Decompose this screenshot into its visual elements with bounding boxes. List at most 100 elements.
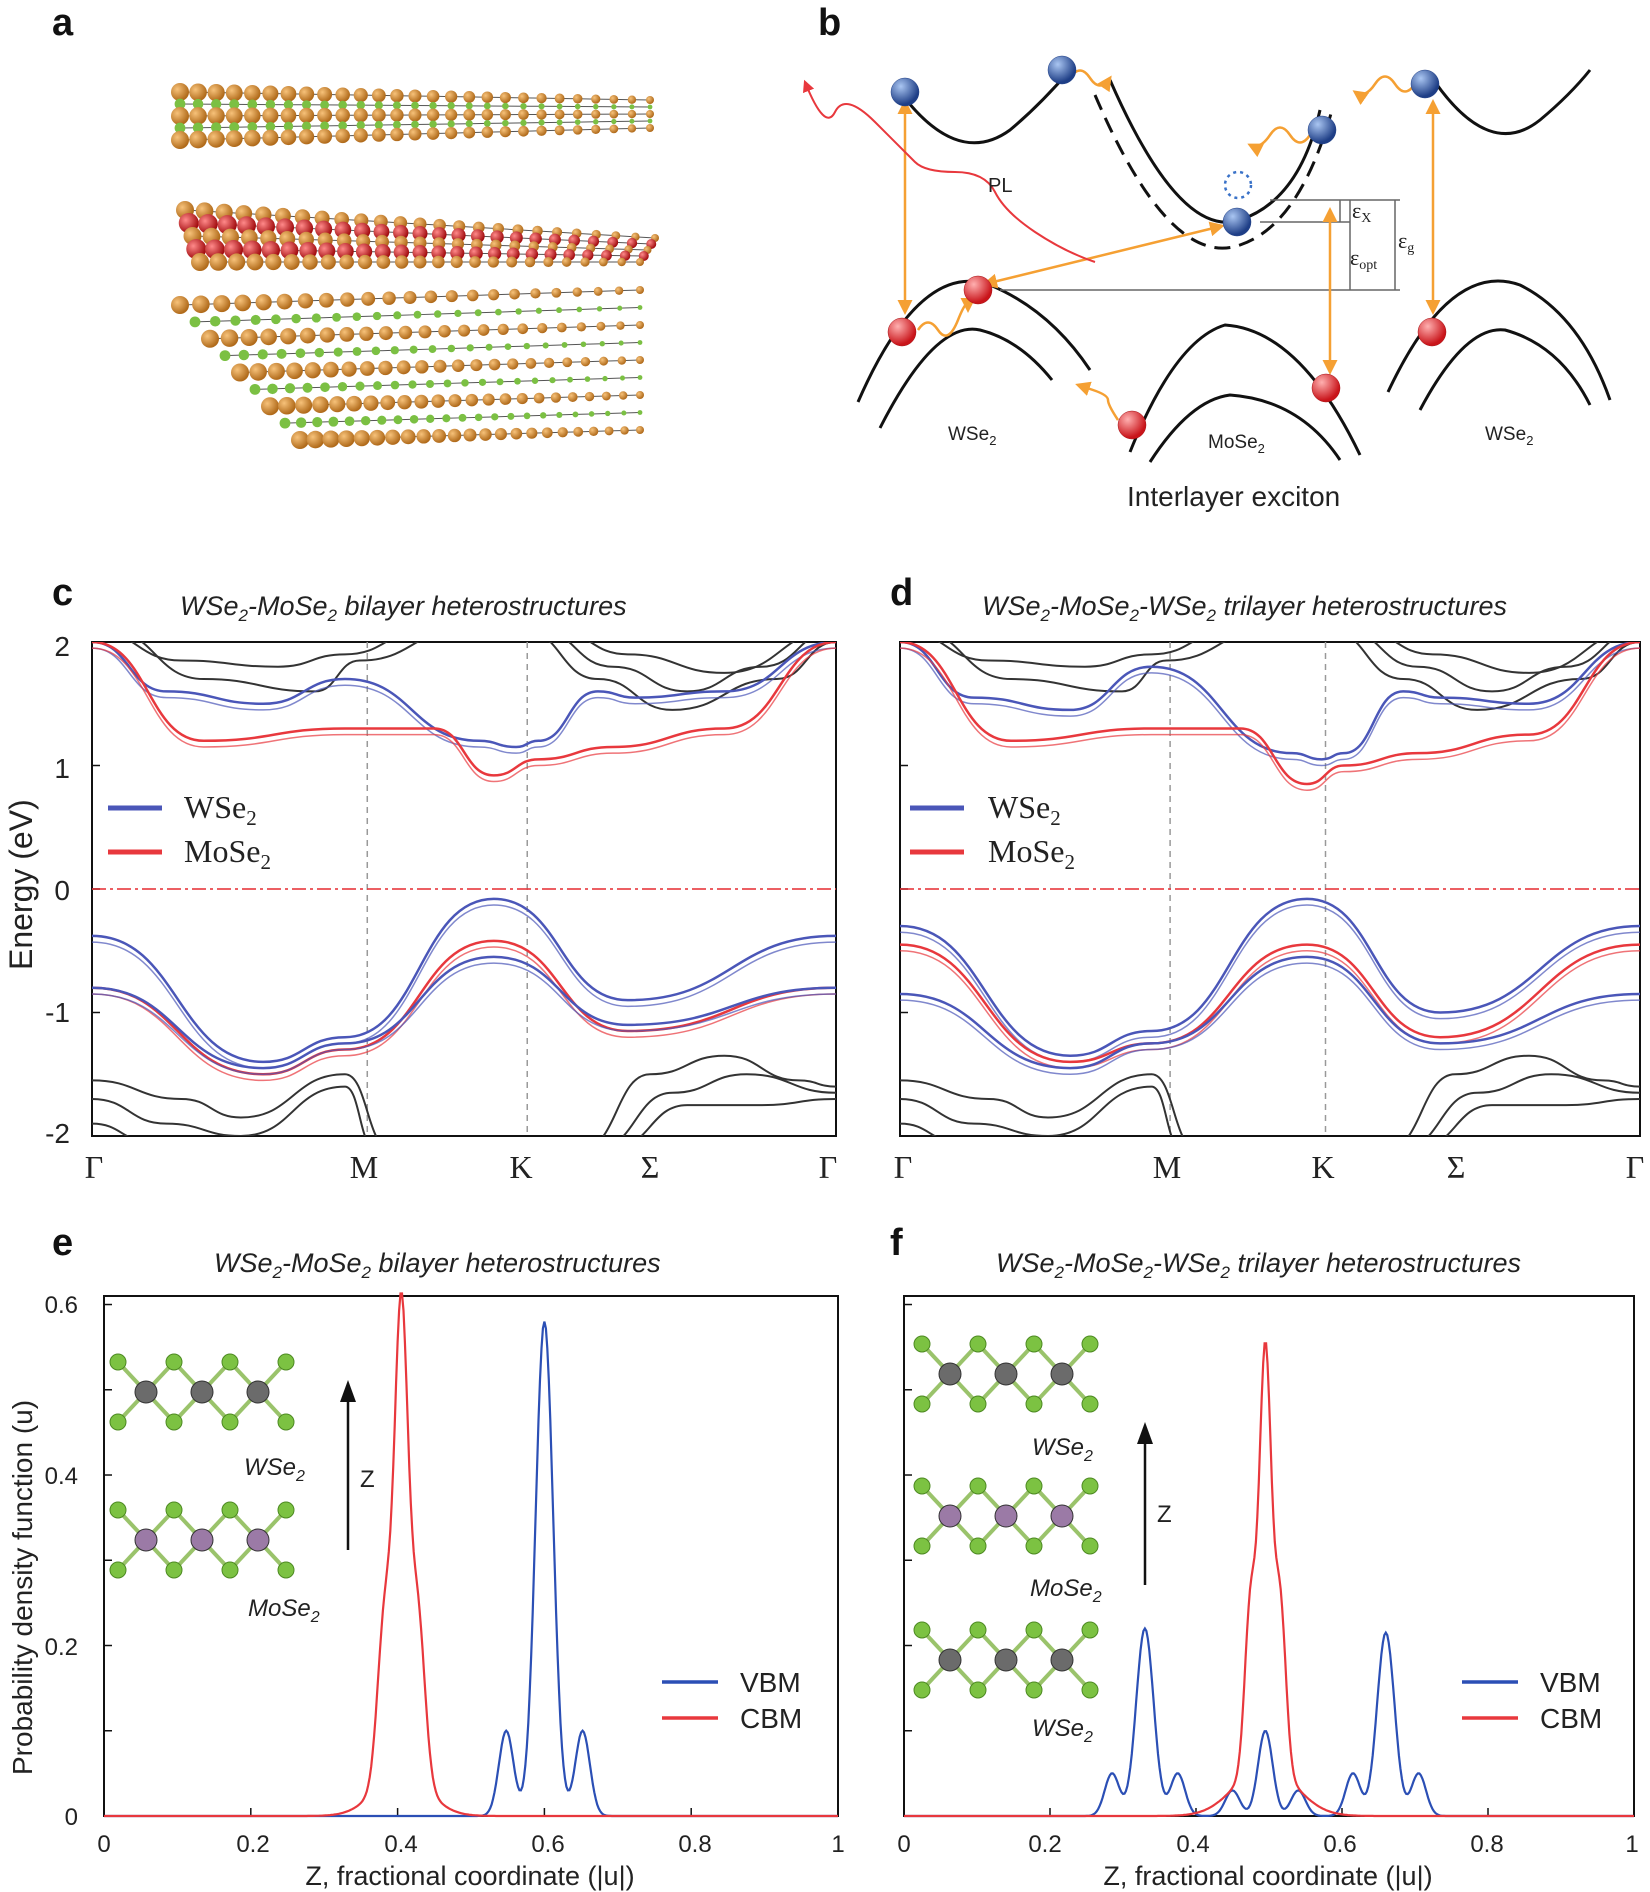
band-wse2-vb1: [900, 897, 1640, 1057]
wse2-right-vb2: [1418, 328, 1592, 411]
ytick-c-m1: -1: [45, 997, 70, 1028]
mose2-label: MoSe: [1208, 432, 1258, 453]
xtick-e-02: 0.2: [236, 1831, 269, 1858]
xtick-e-0: 0: [97, 1831, 110, 1858]
xtick-d-gamma2: Γ: [1626, 1149, 1645, 1185]
wse2-left-vb2: [878, 327, 1054, 429]
svg-text:εX: εX: [1352, 198, 1371, 226]
interlayer-exciton-caption: Interlayer exciton: [1127, 481, 1340, 512]
density-vbm: [104, 1321, 838, 1818]
ytick-e-0: 0: [65, 1804, 78, 1831]
ytick-e-02: 0.2: [45, 1634, 78, 1661]
wse2-left-label: WSe: [948, 424, 989, 445]
band-mose2-vb: [900, 943, 1640, 1064]
svg-text:WSe2: WSe2: [948, 424, 996, 448]
legend-e-vbm-label: VBM: [740, 1667, 801, 1698]
inset-f-label-mose2: MoSe2: [1030, 1575, 1102, 1606]
panel-d-title: WSe2-MoSe2-WSe2 trilayer heterostructure…: [982, 591, 1507, 625]
panel-letter-c: c: [52, 572, 74, 614]
legend-c-mose2-label: MoSe2: [184, 833, 271, 874]
xtick-f-1: 1: [1625, 1831, 1638, 1858]
svg-text:εg: εg: [1398, 228, 1414, 256]
xtick-d-m: M: [1153, 1149, 1181, 1185]
svg-text:WSe2: WSe2: [1485, 424, 1533, 448]
inset-f-label-wse2-bottom: WSe2: [1032, 1715, 1093, 1746]
xtick-e-06: 0.6: [531, 1831, 564, 1858]
ytick-c-2: 2: [54, 631, 70, 662]
legend-f-vbm-label: VBM: [1540, 1667, 1601, 1698]
legend-d-wse2-label: WSe2: [988, 789, 1061, 830]
xtick-f-02: 0.2: [1028, 1831, 1061, 1858]
xtick-e-08: 0.8: [678, 1831, 711, 1858]
xtick-e-1: 1: [831, 1831, 844, 1858]
ytick-c-m2: -2: [45, 1118, 70, 1149]
band-wse2-cb: [92, 642, 836, 749]
inset-f-z-label: Z: [1157, 1501, 1172, 1528]
density-cbm: [904, 1342, 1634, 1818]
xtick-e-04: 0.4: [384, 1831, 417, 1858]
panel-f-title: WSe2-MoSe2-WSe2 trilayer heterostructure…: [996, 1248, 1521, 1282]
panel-f-xlabel: Z, fractional coordinate (|u|): [1103, 1861, 1432, 1891]
legend-f-cbm-label: CBM: [1540, 1703, 1602, 1734]
ytick-e-06: 0.6: [45, 1292, 78, 1319]
legend-d-mose2-label: MoSe2: [988, 833, 1075, 874]
inset-e-label-wse2: WSe2: [244, 1454, 305, 1485]
eps-x-label: ε: [1352, 198, 1361, 223]
band-wse2-vb2: [92, 955, 836, 1070]
eps-g-sub: g: [1407, 241, 1414, 256]
wse2-right-label: WSe: [1485, 424, 1526, 445]
eps-g-label: ε: [1398, 228, 1407, 253]
xtick-f-04: 0.4: [1176, 1831, 1209, 1858]
eps-opt-sub: opt: [1359, 258, 1377, 273]
svg-text:MoSe2: MoSe2: [1208, 432, 1265, 456]
panel-c-ylabel: Energy (eV): [3, 799, 39, 970]
panel-letter-d: d: [890, 572, 914, 614]
ytick-c-1: 1: [54, 753, 70, 784]
wse2-left-cb: [893, 69, 1072, 145]
xtick-c-gamma1: Γ: [85, 1149, 104, 1185]
panel-letter-f: f: [890, 1222, 903, 1264]
panel-e-ylabel: Probability density function (u): [7, 1400, 38, 1775]
band-wse2-vb1: [92, 897, 836, 1064]
band-mose2-cb: [92, 642, 836, 777]
density-cbm: [104, 1292, 838, 1818]
xtick-d-sigma: Σ: [1447, 1149, 1466, 1185]
wse2-right-cb: [1433, 69, 1592, 136]
band-wse2-cb: [900, 642, 1640, 761]
panel-e-xlabel: Z, fractional coordinate (|u|): [305, 1861, 634, 1891]
xtick-f-0: 0: [897, 1831, 910, 1858]
wse2-left-sub: 2: [989, 433, 996, 448]
ytick-c-0: 0: [54, 875, 70, 906]
xtick-c-gamma2: Γ: [819, 1149, 838, 1185]
ytick-e-04: 0.4: [45, 1463, 78, 1490]
xtick-f-08: 0.8: [1470, 1831, 1503, 1858]
panel-letter-b: b: [818, 2, 842, 44]
inset-f-label-wse2-top: WSe2: [1032, 1434, 1093, 1465]
band-wse2-vb2: [900, 955, 1640, 1070]
mose2-vb2: [1148, 393, 1342, 463]
eps-x-sub: X: [1361, 211, 1371, 226]
xtick-c-sigma: Σ: [641, 1149, 660, 1185]
inset-e-z-label: Z: [360, 1466, 375, 1493]
legend-e-cbm-label: CBM: [740, 1703, 802, 1734]
panel-letter-e: e: [52, 1222, 74, 1264]
wse2-right-sub: 2: [1526, 433, 1533, 448]
xtick-c-m: M: [350, 1149, 378, 1185]
xtick-d-gamma1: Γ: [894, 1149, 913, 1185]
panel-letter-a: a: [52, 2, 74, 44]
eps-opt-label: ε: [1350, 245, 1359, 270]
xtick-c-k: K: [509, 1149, 532, 1185]
svg-text:εopt: εopt: [1350, 245, 1377, 273]
xtick-f-06: 0.6: [1323, 1831, 1356, 1858]
panel-e-title: WSe2-MoSe2 bilayer heterostructures: [214, 1248, 661, 1282]
inset-e-label-mose2: MoSe2: [248, 1595, 320, 1626]
mose2-sub: 2: [1258, 441, 1265, 456]
band-mose2-cb: [900, 642, 1640, 786]
xtick-d-k: K: [1311, 1149, 1334, 1185]
mose2-cb-dashed: [1093, 94, 1334, 250]
pl-label: PL: [988, 175, 1012, 197]
legend-c-wse2-label: WSe2: [184, 789, 257, 830]
